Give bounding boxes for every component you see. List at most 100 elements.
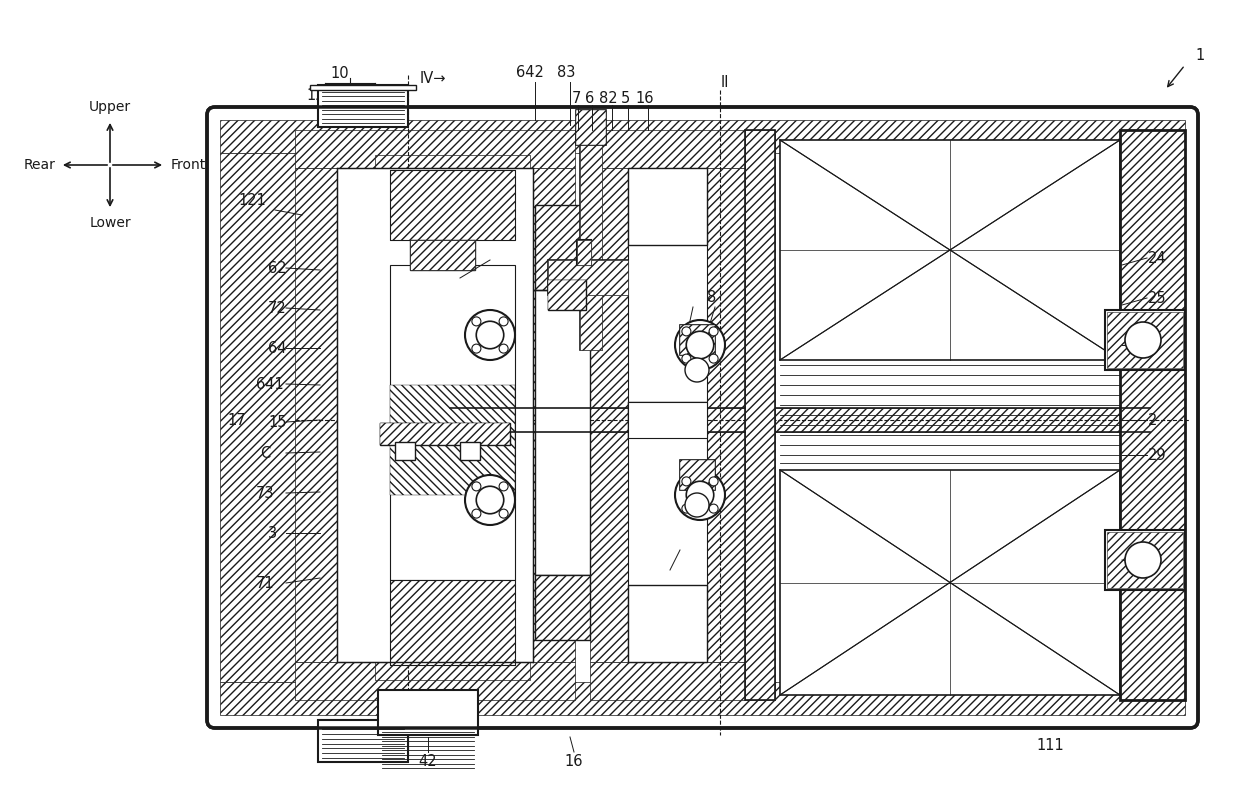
Bar [374, 155, 529, 680]
Bar [680, 460, 715, 490]
Bar [219, 153, 300, 682]
Text: Front: Front [170, 158, 206, 172]
Circle shape [675, 470, 725, 520]
Bar [627, 402, 707, 438]
Circle shape [1125, 542, 1161, 578]
Bar [460, 442, 480, 460]
Bar [680, 325, 715, 355]
Circle shape [472, 482, 481, 491]
Text: 10: 10 [331, 66, 350, 81]
Text: II: II [720, 74, 729, 90]
Bar [780, 140, 1120, 360]
Circle shape [500, 344, 508, 353]
Text: 62: 62 [268, 260, 286, 276]
Bar [680, 460, 715, 490]
Text: 642: 642 [516, 65, 544, 79]
Circle shape [500, 482, 508, 491]
Bar [590, 168, 627, 662]
Text: 72: 72 [268, 300, 286, 316]
Text: 64: 64 [268, 341, 286, 355]
Bar [534, 205, 590, 290]
Text: 641: 641 [255, 376, 284, 392]
Bar [317, 720, 408, 762]
Circle shape [686, 481, 714, 509]
Bar [627, 168, 707, 662]
Text: 11: 11 [342, 87, 361, 103]
Bar [1105, 530, 1185, 590]
Text: 111: 111 [1037, 738, 1064, 752]
Text: 16: 16 [636, 91, 655, 105]
Circle shape [472, 344, 481, 353]
Text: 4: 4 [370, 446, 379, 460]
Bar [391, 580, 515, 665]
Circle shape [476, 321, 503, 349]
Circle shape [709, 354, 718, 363]
Bar [379, 423, 510, 445]
Text: 71: 71 [255, 575, 274, 591]
Text: C: C [260, 446, 270, 460]
Text: 2: 2 [1148, 413, 1157, 427]
Text: 81: 81 [665, 532, 683, 548]
Bar [391, 580, 515, 665]
Bar [219, 120, 1185, 153]
Bar [219, 682, 1185, 715]
Bar [1107, 532, 1183, 588]
Bar [548, 260, 627, 295]
Circle shape [709, 477, 718, 486]
Circle shape [675, 320, 725, 370]
Bar [627, 585, 707, 662]
Text: 121: 121 [238, 193, 265, 207]
Bar [534, 575, 590, 640]
Bar [337, 168, 533, 662]
Text: 73: 73 [255, 485, 274, 501]
Bar [1120, 130, 1185, 700]
Text: Lower: Lower [89, 216, 130, 230]
Text: 61: 61 [471, 243, 490, 257]
Text: Rear: Rear [24, 158, 56, 172]
Bar [745, 130, 775, 700]
Circle shape [684, 493, 709, 517]
Bar [450, 408, 1149, 432]
Circle shape [500, 317, 508, 326]
Bar [1120, 130, 1185, 700]
Bar [317, 85, 408, 127]
Circle shape [709, 327, 718, 336]
Bar [577, 240, 591, 265]
Bar [410, 240, 475, 270]
Bar [548, 260, 627, 295]
Bar [295, 130, 575, 168]
Bar [548, 280, 587, 310]
Bar [577, 240, 591, 265]
Bar [379, 423, 510, 445]
Bar [707, 168, 745, 662]
Circle shape [682, 327, 691, 336]
Text: 3: 3 [268, 526, 277, 540]
Text: 29: 29 [1148, 447, 1167, 463]
Bar [627, 402, 707, 438]
Bar [534, 290, 590, 575]
Bar [1105, 310, 1185, 370]
Text: Upper: Upper [89, 100, 131, 114]
Bar [580, 115, 601, 350]
Text: IV→: IV→ [420, 70, 446, 86]
Bar [627, 585, 707, 662]
Circle shape [682, 477, 691, 486]
Bar [295, 168, 337, 662]
Bar [745, 130, 775, 700]
Circle shape [686, 331, 714, 358]
Bar [577, 110, 606, 145]
Circle shape [682, 504, 691, 513]
Bar [378, 690, 477, 735]
Bar [534, 205, 590, 290]
Text: 7: 7 [572, 91, 580, 105]
Text: 25: 25 [1148, 290, 1167, 306]
Text: 24: 24 [1148, 251, 1167, 265]
Bar [780, 470, 1120, 695]
Bar [627, 168, 707, 245]
Text: 17: 17 [227, 413, 246, 427]
Bar [580, 115, 601, 350]
Bar [533, 168, 575, 662]
Bar [590, 130, 745, 168]
Text: 23: 23 [1148, 337, 1167, 353]
Circle shape [682, 354, 691, 363]
